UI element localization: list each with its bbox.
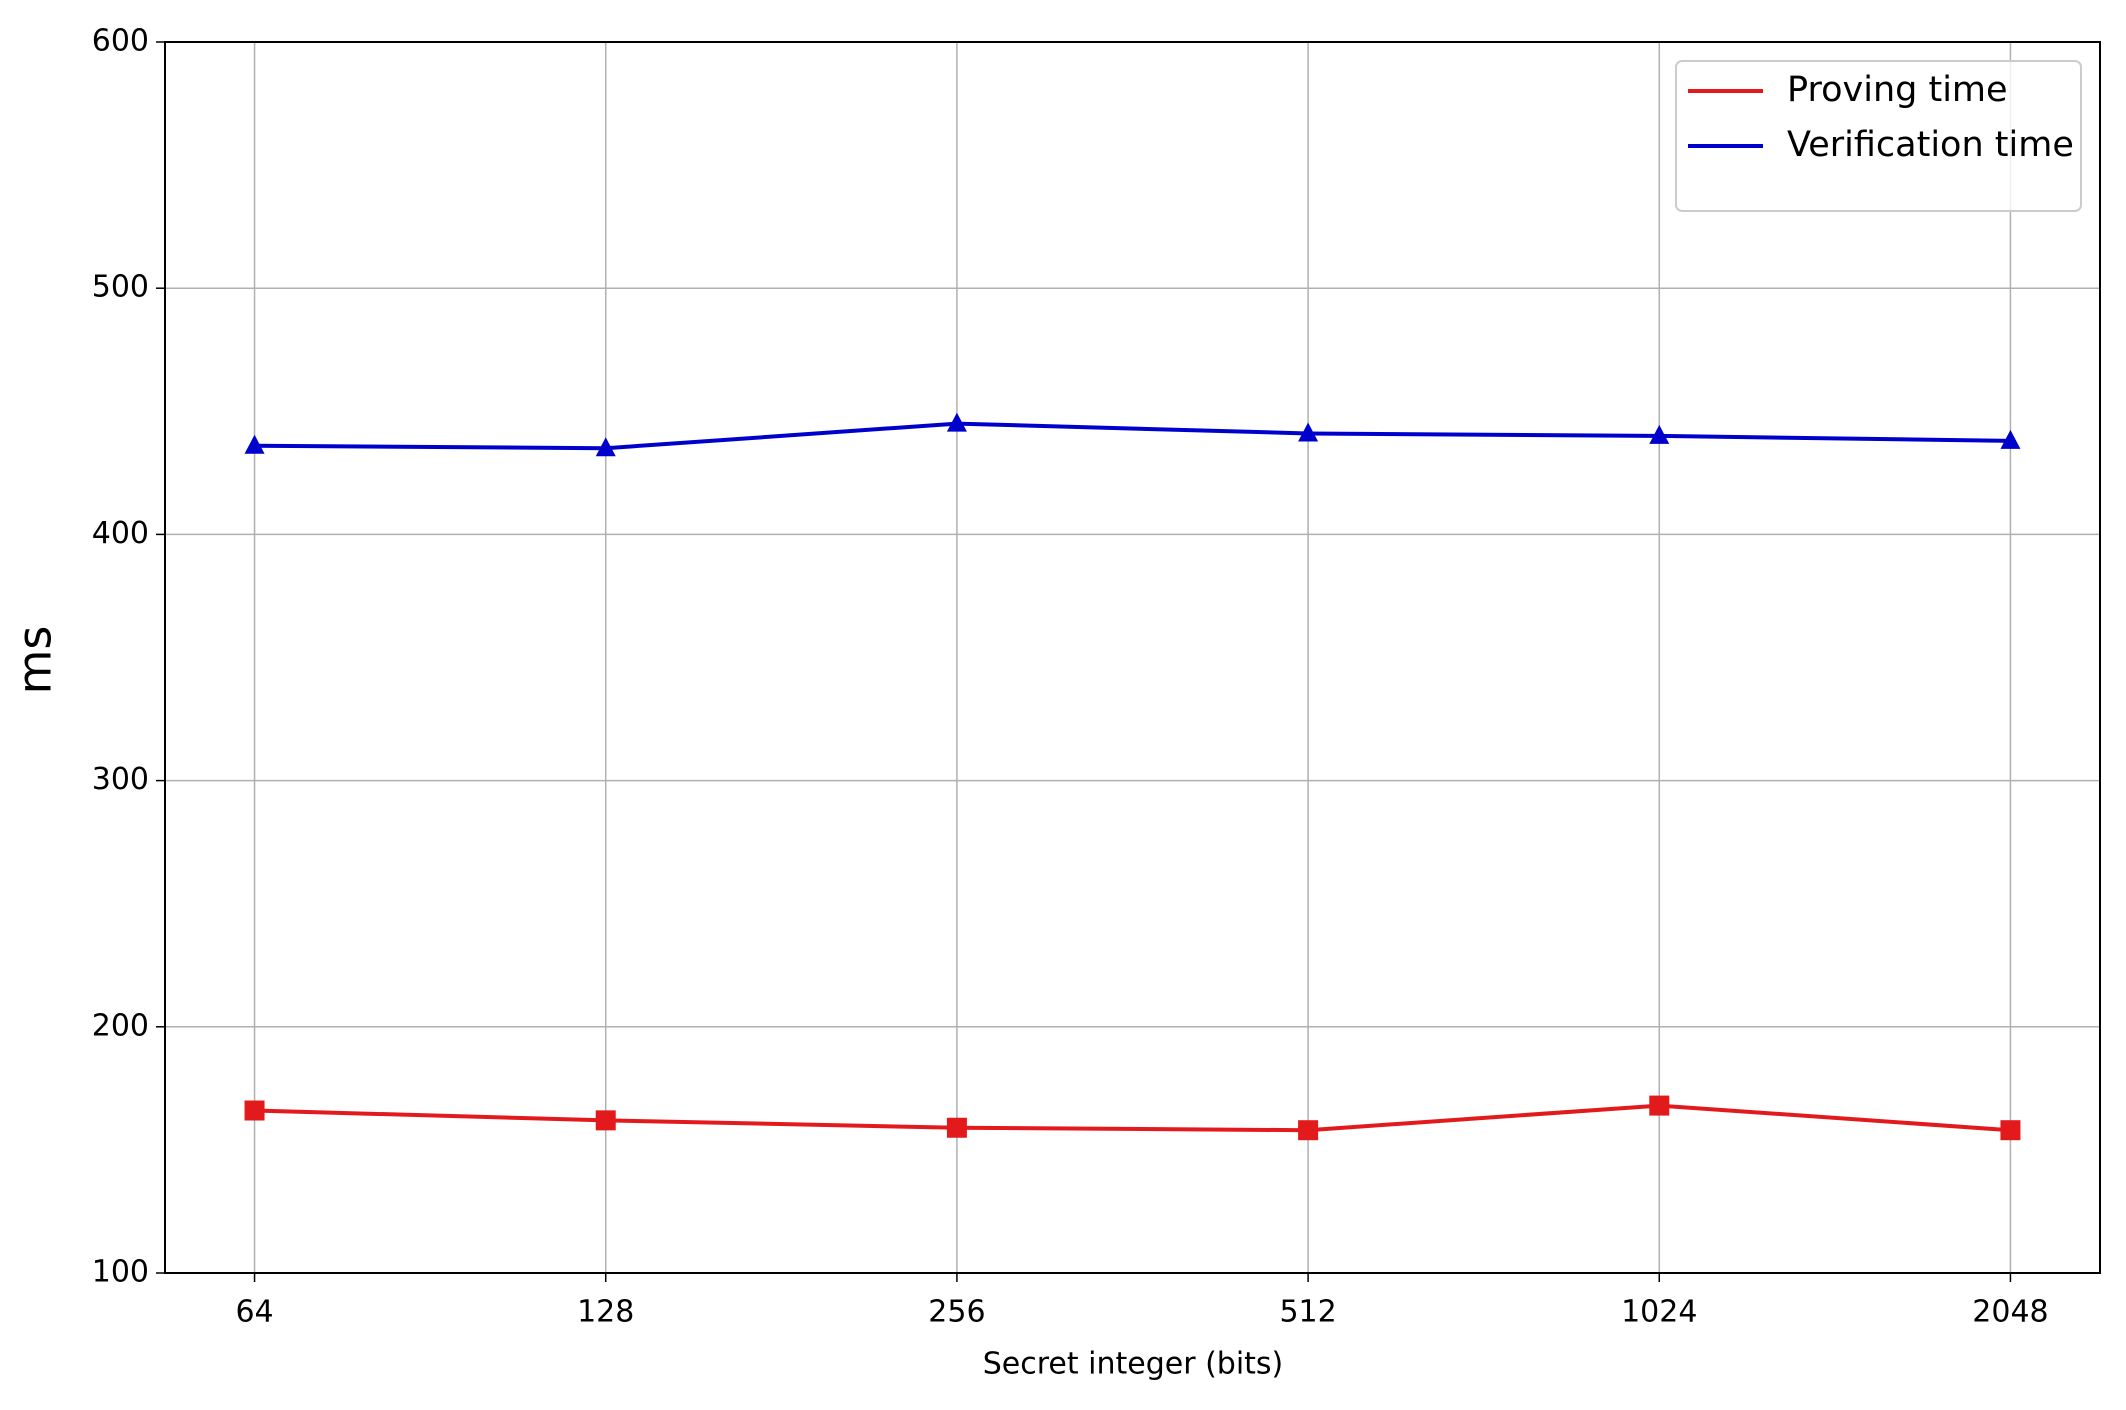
marker: [1298, 422, 1319, 442]
marker: [946, 1117, 967, 1138]
marker: [1298, 1120, 1319, 1141]
y-tick-label: 500: [92, 270, 149, 305]
x-tick-label: 256: [928, 1295, 985, 1330]
x-tick-label: 1024: [1621, 1295, 1697, 1330]
marker: [244, 434, 265, 454]
marker: [1649, 1095, 1670, 1116]
marker: [1649, 424, 1670, 444]
marker: [595, 437, 616, 457]
x-tick-label: 128: [577, 1295, 634, 1330]
y-tick-label: 600: [92, 24, 149, 59]
plot-frame: [164, 41, 2101, 1274]
marker: [244, 1100, 265, 1121]
y-tick-label: 200: [92, 1008, 149, 1043]
legend-box: [1675, 60, 2082, 212]
series-line: [254, 1103, 2011, 1133]
legend-label: Proving time: [1787, 70, 2008, 110]
y-tick-label: 300: [92, 762, 149, 797]
y-axis-label: ms: [8, 626, 62, 695]
legend-label: Verification time: [1787, 125, 2074, 165]
marker: [2000, 429, 2021, 449]
x-tick-label: 2048: [1972, 1295, 2048, 1330]
x-tick-label: 64: [235, 1295, 273, 1330]
x-axis-label: Secret integer (bits): [983, 1347, 1284, 1382]
series-line: [254, 421, 2011, 451]
marker: [595, 1110, 616, 1131]
marker: [946, 412, 967, 432]
x-tick-label: 512: [1279, 1295, 1336, 1330]
y-tick-label: 400: [92, 516, 149, 551]
marker: [2000, 1120, 2021, 1141]
y-tick-label: 100: [92, 1255, 149, 1290]
